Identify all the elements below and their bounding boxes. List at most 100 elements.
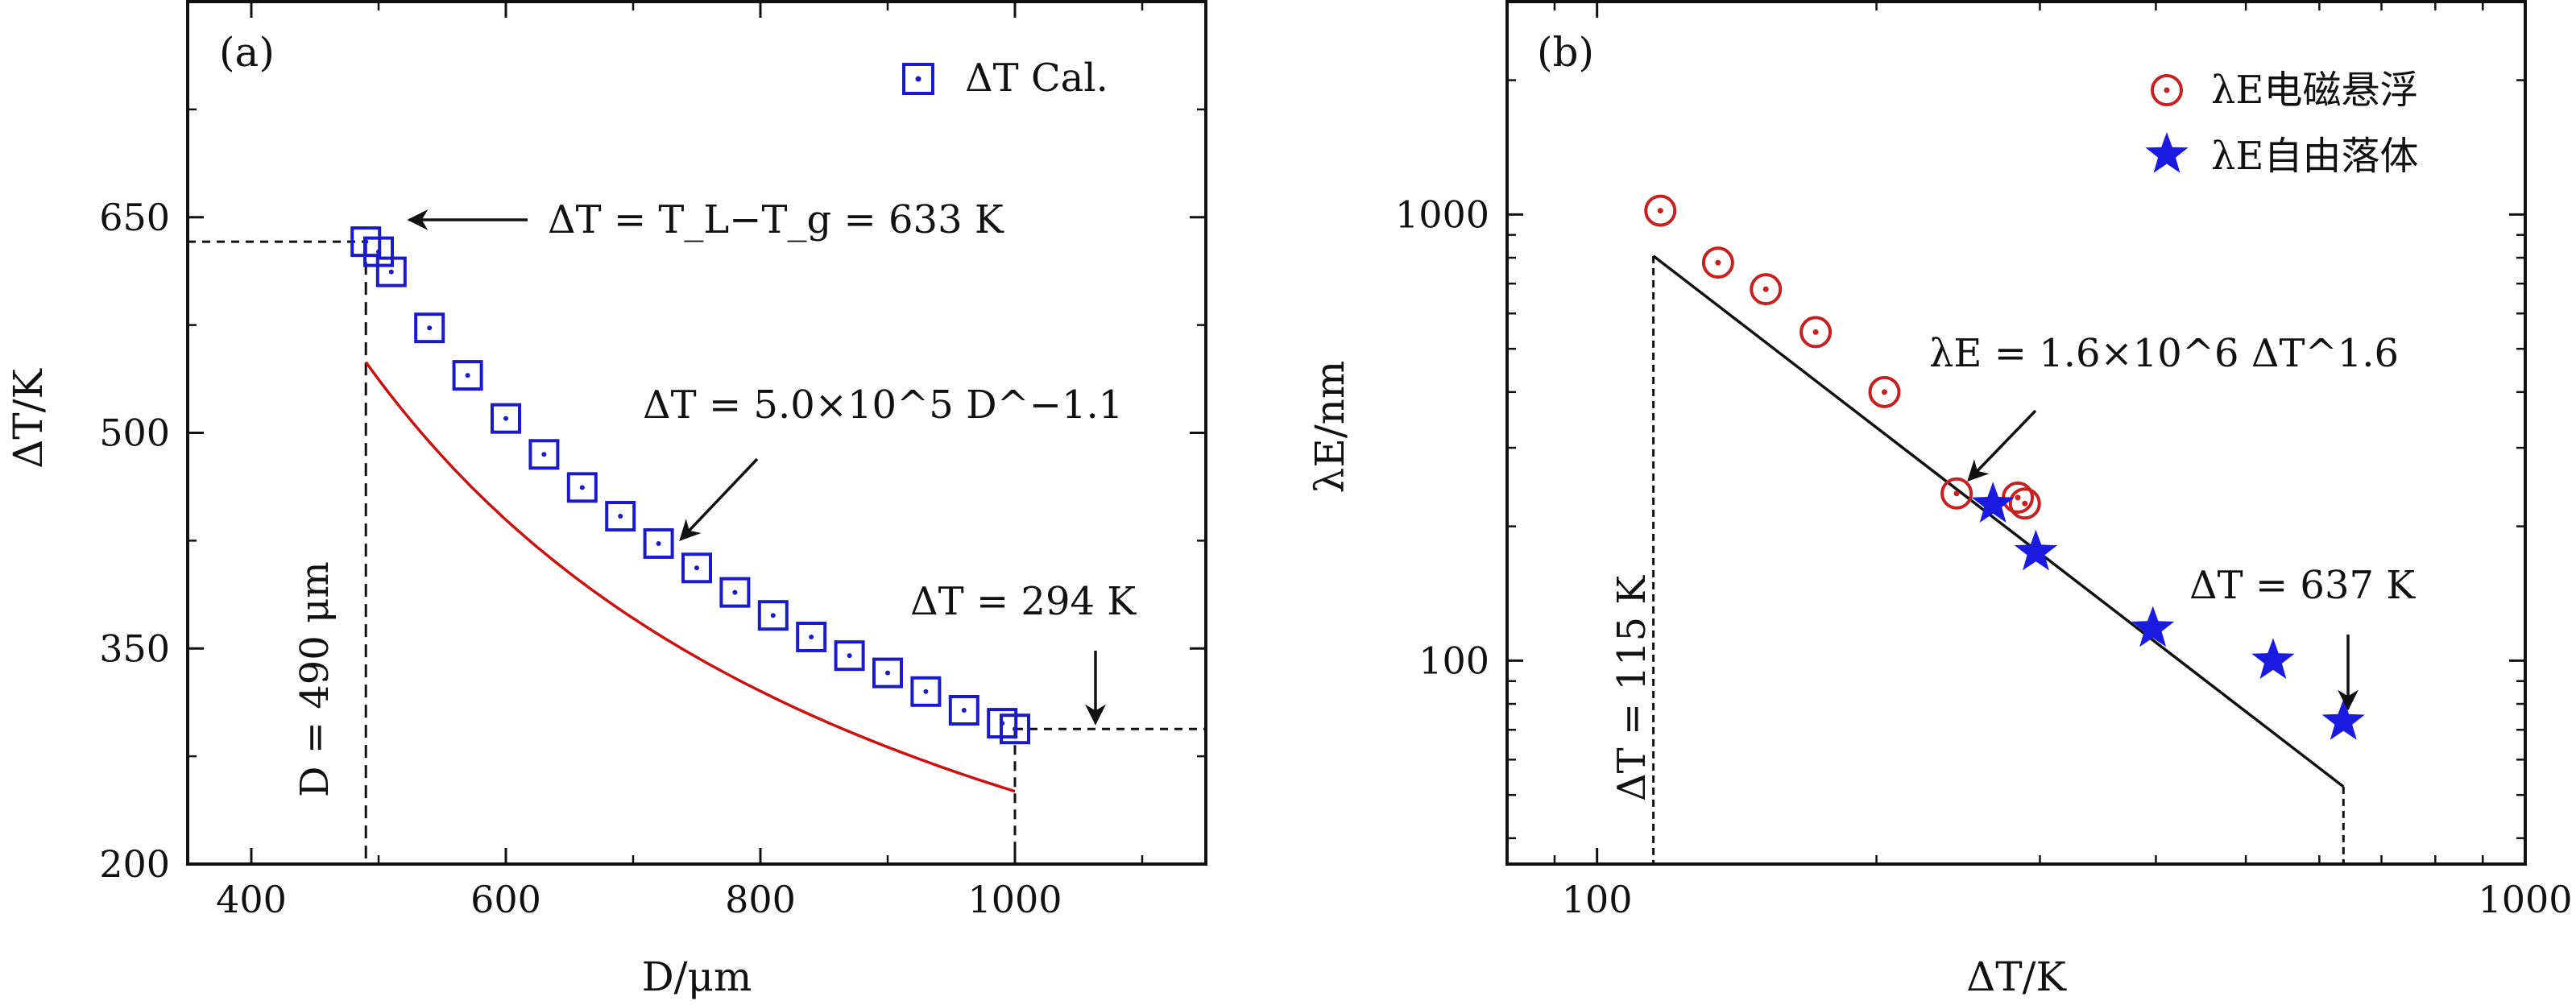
- data-point-square: [719, 577, 751, 608]
- annotation-fit-b: λE = 1.6×10^6 ΔT^1.6: [1929, 331, 2399, 376]
- x-tick-label: 1000: [967, 878, 1062, 921]
- data-point-circle-dot: [1812, 329, 1819, 335]
- y-tick-label: 200: [99, 842, 170, 886]
- panel-a-ticks: 400 600 800 1000 200 350 500 650: [99, 2, 1206, 921]
- panel-a-xlabel: D/μm: [642, 953, 752, 1000]
- data-point-square-dot: [732, 589, 738, 595]
- data-point-square: [528, 439, 560, 470]
- annotation-vertical: D = 490 μm: [292, 561, 338, 797]
- data-point-square-dot: [847, 653, 852, 659]
- data-point-circle-dot: [1881, 389, 1887, 395]
- panel-a-frame: [186, 0, 1207, 866]
- data-point-square-dot: [541, 452, 547, 457]
- data-point-square: [491, 403, 521, 434]
- legend-label-levitation: λE电磁悬浮: [2211, 68, 2418, 113]
- annotation-top: ΔT = T_L−T_g = 633 K: [548, 197, 1004, 242]
- data-point-square-dot: [885, 670, 890, 676]
- data-point-circle: [1799, 316, 1833, 349]
- annotation-vertical-b: ΔT = 115 K: [1609, 575, 1655, 801]
- x-tick-label: 800: [725, 878, 796, 921]
- data-point-square: [375, 256, 407, 287]
- data-point-square: [796, 621, 827, 652]
- panel-a-legend: ΔT Cal.: [902, 56, 1108, 101]
- data-point-square-dot: [809, 634, 814, 639]
- data-point-square-dot: [503, 416, 508, 421]
- y-tick-label: 650: [99, 196, 170, 239]
- data-point-square-dot: [465, 373, 470, 378]
- x-tick-label: 1000: [2478, 878, 2572, 921]
- data-point-star: [1971, 482, 2015, 523]
- legend-circle-marker: [2151, 74, 2183, 106]
- data-point-circle: [1750, 273, 1783, 306]
- panel-a-marks: [188, 226, 1206, 864]
- data-point-square-dot: [427, 325, 433, 331]
- legend-square-marker: [902, 63, 934, 95]
- data-point-circle-dot: [2015, 494, 2021, 501]
- data-point-circle: [1940, 477, 1973, 510]
- data-point-square: [948, 695, 979, 726]
- legend-label-freefall: λE自由落体: [2211, 134, 2418, 179]
- panel-b-frame: [1505, 0, 2527, 866]
- annotation-right: ΔT = 294 K: [910, 579, 1137, 624]
- panel-a-letter: (a): [219, 29, 275, 76]
- legend-label-dt-cal: ΔT Cal.: [965, 56, 1108, 101]
- panel-b-ylabel: λE/nm: [1307, 361, 1353, 494]
- data-point-square-dot: [694, 565, 699, 571]
- data-point-circle: [1644, 194, 1677, 227]
- data-point-star: [2321, 699, 2365, 740]
- data-point-square: [605, 501, 636, 532]
- data-point-circle-dot: [1657, 208, 1663, 214]
- data-point-square: [1000, 713, 1030, 745]
- data-point-star: [2251, 638, 2295, 679]
- data-point-square-dot: [388, 269, 394, 275]
- data-point-square-dot: [579, 485, 585, 490]
- arrow-fit-b: [1967, 409, 2037, 482]
- data-point-star: [2014, 529, 2058, 571]
- panel-b-chart: 100 1000 100 1000 (b) λE电磁悬浮 λE自由落体 λE = 1.…: [1307, 0, 2573, 1000]
- panel-b-ticks: 100 1000 100 1000: [1395, 0, 2573, 921]
- data-point-square: [681, 552, 712, 584]
- data-point-circle: [1701, 246, 1734, 279]
- panel-a-ylabel: ΔT/K: [5, 368, 52, 469]
- data-point-circle-dot: [1715, 259, 1721, 266]
- y-tick-label: 500: [99, 412, 170, 455]
- panel-b-marks: [1644, 194, 2365, 864]
- y-tick-label: 350: [99, 627, 170, 670]
- data-point-square: [757, 600, 789, 631]
- data-point-square: [910, 676, 942, 707]
- legend-circle-marker-dot: [2164, 87, 2170, 93]
- data-point-square: [414, 312, 445, 344]
- data-point-square-dot: [656, 540, 661, 546]
- x-tick-label: 100: [1562, 878, 1633, 921]
- legend-square-marker-dot: [915, 76, 921, 82]
- data-point-square-dot: [1013, 726, 1017, 732]
- data-point-star: [2131, 606, 2175, 647]
- legend-star-marker: [2145, 132, 2189, 173]
- fit-curve: [364, 361, 1016, 793]
- fit-line-b: [1652, 254, 2345, 788]
- data-point-square-dot: [923, 689, 929, 694]
- data-point-square-dot: [618, 514, 623, 519]
- panel-a-chart: 400 600 800 1000 200 350 500 650 (a) ΔT Cal. ΔT…: [5, 0, 1207, 1000]
- data-point-square: [452, 360, 483, 391]
- data-point-square-dot: [770, 613, 776, 618]
- panel-b-letter: (b): [1537, 29, 1594, 76]
- data-point-square: [643, 527, 674, 559]
- data-point-square-dot: [376, 249, 381, 254]
- data-point-circle: [2008, 487, 2041, 520]
- panel-b-xlabel: ΔT/K: [1966, 953, 2067, 1000]
- data-point-square: [872, 657, 903, 689]
- data-point-circle: [1868, 375, 1901, 408]
- data-point-circle-dot: [2022, 500, 2028, 507]
- data-point-circle-dot: [1953, 490, 1960, 497]
- x-tick-label: 600: [470, 878, 541, 921]
- data-point-square-dot: [961, 708, 967, 713]
- data-point-square: [566, 472, 598, 503]
- annotation-fit: ΔT = 5.0×10^5 D^−1.1: [643, 383, 1123, 428]
- panel-b-legend: λE电磁悬浮 λE自由落体: [2145, 68, 2418, 179]
- x-tick-label: 400: [216, 878, 287, 921]
- y-tick-label: 100: [1418, 639, 1489, 682]
- annotation-right-b: ΔT = 637 K: [2189, 563, 2416, 608]
- data-point-square: [834, 640, 865, 672]
